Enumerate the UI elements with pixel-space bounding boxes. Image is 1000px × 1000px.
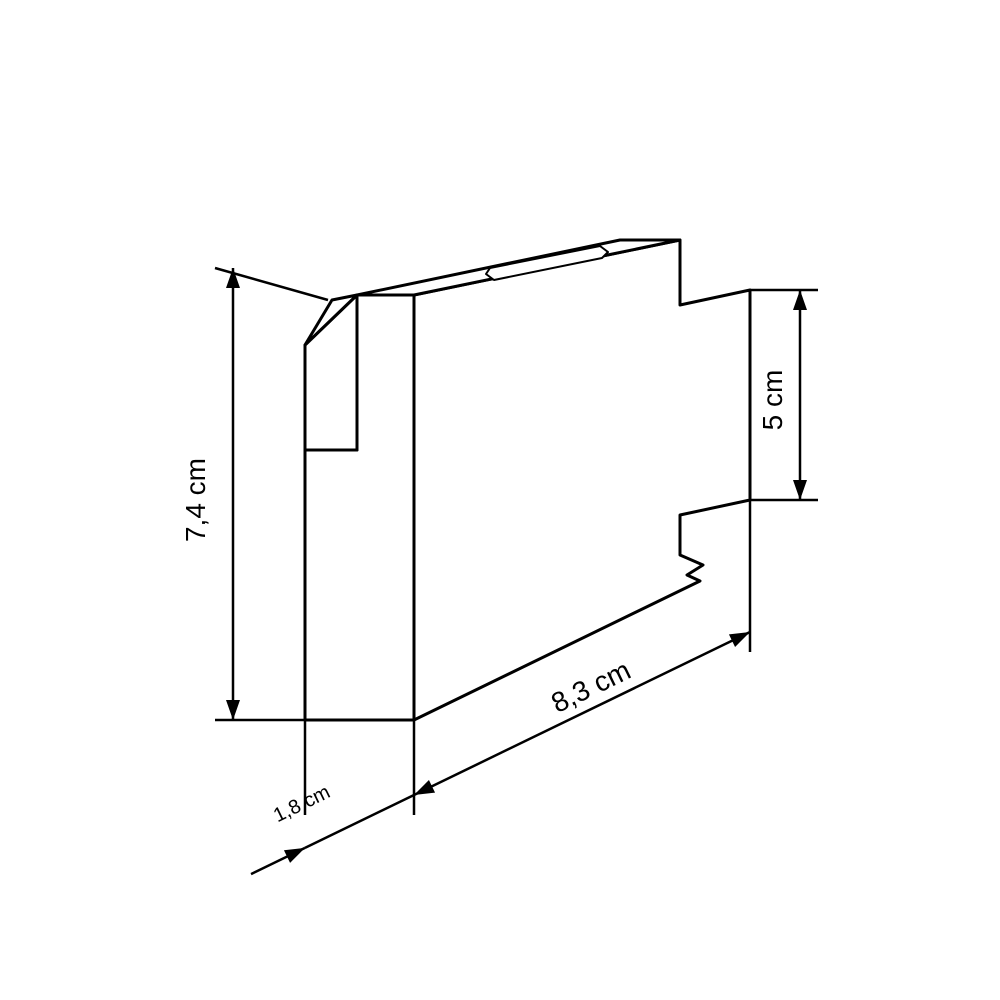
object-3d bbox=[305, 240, 750, 720]
dimension-diagram: 7,4 cm 5 cm 8,3 cm 1,8 cm bbox=[0, 0, 1000, 1000]
height-partial-label: 5 cm bbox=[757, 370, 788, 431]
height-total-label: 7,4 cm bbox=[180, 458, 211, 542]
width-label: 1,8 cm bbox=[270, 781, 334, 827]
